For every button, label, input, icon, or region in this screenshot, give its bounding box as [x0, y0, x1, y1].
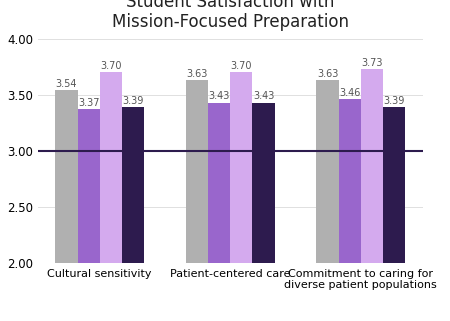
Text: 3.54: 3.54 [56, 79, 77, 89]
Text: 3.63: 3.63 [317, 69, 338, 79]
Text: 3.73: 3.73 [361, 57, 382, 67]
Bar [208, 102, 230, 263]
Bar [186, 80, 208, 263]
Bar [55, 90, 77, 263]
Bar [100, 72, 122, 263]
Bar [230, 72, 252, 263]
Bar [383, 107, 405, 263]
Text: 3.70: 3.70 [100, 61, 122, 71]
Text: 3.39: 3.39 [122, 96, 144, 106]
Text: 3.70: 3.70 [231, 61, 252, 71]
Text: 3.37: 3.37 [78, 98, 99, 108]
Text: 3.43: 3.43 [253, 91, 274, 101]
Legend: Cohort 2021, Cohort 2022, Cohort 2023, Cohort 2024: Cohort 2021, Cohort 2022, Cohort 2023, C… [55, 318, 406, 321]
Bar [316, 80, 339, 263]
Text: 3.39: 3.39 [383, 96, 405, 106]
Bar [77, 109, 100, 263]
Bar [122, 107, 144, 263]
Bar [339, 99, 361, 263]
Bar [361, 69, 383, 263]
Text: 3.43: 3.43 [208, 91, 230, 101]
Text: 3.63: 3.63 [186, 69, 207, 79]
Text: 3.46: 3.46 [339, 88, 360, 98]
Bar [252, 102, 274, 263]
Title: Student Satisfaction with
Mission-Focused Preparation: Student Satisfaction with Mission-Focuse… [112, 0, 349, 31]
